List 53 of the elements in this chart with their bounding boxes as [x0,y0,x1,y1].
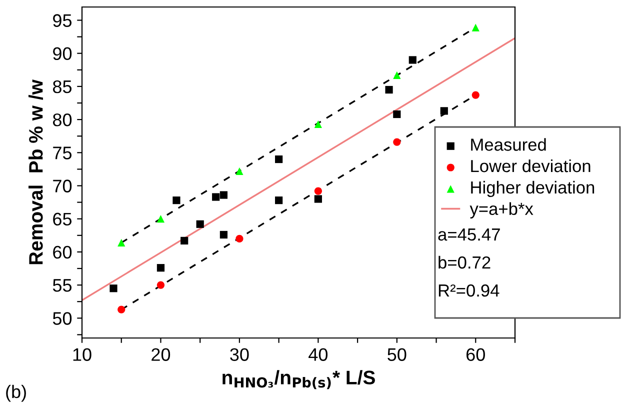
y-tick-label: 80 [52,113,72,126]
x-tick-label: 20 [152,348,170,361]
annotation: a=45.47 [438,228,500,241]
point [236,234,244,243]
x-axis-title: n$_{HNO₃}$/n$_{Pb(s)}$* L/S [222,370,375,390]
point [393,71,401,79]
x-tick-label: 60 [466,348,485,361]
point [156,281,165,289]
point [314,195,322,203]
point [156,264,165,272]
point [156,215,165,223]
x-tick-label: 10 [73,348,92,361]
point [393,110,401,118]
x-tick-label: 40 [308,348,328,361]
point [472,91,480,99]
point [110,284,118,292]
point [118,238,126,246]
y-axis-title: Removal Pb % w /w [28,80,43,264]
x-tick-label: 30 [230,348,249,361]
point [196,220,204,228]
annotation: b=0.72 [438,256,490,269]
y-tick-label: 65 [53,212,72,226]
y-tick-label: 60 [53,246,72,259]
point [118,306,126,314]
point [385,86,393,94]
y-tick-label: 95 [53,14,72,27]
y-tick-label: 85 [52,80,72,94]
point [314,120,322,128]
y-tick-label: 90 [53,47,72,60]
point [172,196,180,204]
annotation: R²=0.94 [438,284,500,297]
point [180,236,188,244]
point [220,230,228,239]
point [212,193,220,201]
point [440,107,448,115]
x-tick-label: 50 [388,348,406,361]
legend-label: Measured [471,138,546,151]
y-tick-label: 70 [53,180,72,192]
legend-label: Higher deviation [471,180,594,198]
point [220,191,228,199]
point [408,56,416,64]
point [393,138,401,146]
point [236,167,244,175]
point [275,196,283,204]
y-tick-label: 75 [53,146,72,160]
legend-label: y=a+b*x [470,202,534,218]
y-tick-label: 50 [52,312,72,325]
legend-label: Lower deviation [471,159,590,172]
text: (b) [6,384,26,402]
point [275,155,283,164]
point [314,187,322,195]
y-tick-label: 55 [52,279,72,292]
point [472,24,480,32]
